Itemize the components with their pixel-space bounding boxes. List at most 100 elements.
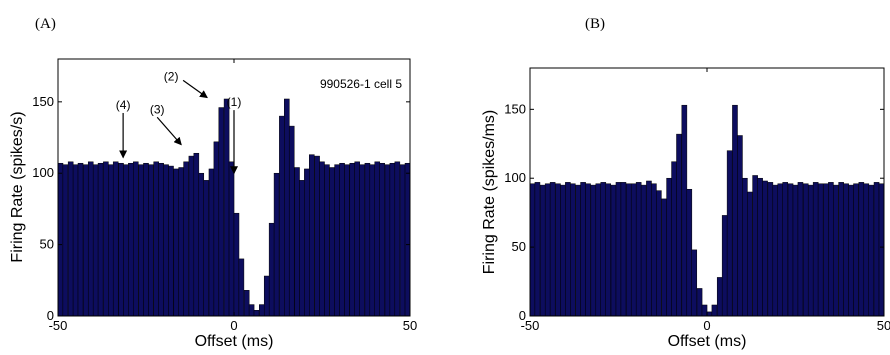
bar-b — [555, 183, 561, 317]
bar-a — [284, 98, 290, 317]
bar-b — [585, 183, 591, 317]
bar-a — [389, 162, 396, 317]
bar-a — [349, 162, 356, 317]
bar-a — [299, 180, 305, 317]
bar-b — [539, 184, 546, 317]
bar-a — [268, 222, 275, 317]
x-tick-label-b: -50 — [521, 318, 540, 333]
bar-a — [57, 162, 64, 317]
bar-b — [620, 182, 627, 317]
bar-b — [656, 190, 662, 317]
bar-b — [640, 184, 647, 317]
y-tick-label-a: 100 — [32, 165, 54, 180]
x-tick-label-a: 0 — [230, 318, 237, 333]
markers-a: (1) (2) (3) (4) — [116, 69, 241, 175]
bar-b — [823, 183, 829, 317]
bar-b — [757, 177, 763, 317]
bar-a — [148, 164, 154, 317]
bar-b — [828, 182, 834, 317]
x-tick-label-a: -50 — [49, 318, 68, 333]
bar-b — [747, 191, 753, 317]
marker-label: (3) — [150, 102, 165, 116]
bars-b — [529, 104, 885, 317]
bar-a — [238, 258, 245, 317]
y-tick-label-a: 50 — [40, 237, 54, 252]
y-tick-label-b: 100 — [504, 170, 526, 185]
bar-a — [178, 167, 184, 317]
y-axis-label-a: Firing Rate (spikes/s) — [9, 111, 26, 262]
bar-b — [737, 135, 743, 317]
bar-a — [279, 115, 285, 317]
bar-a — [158, 162, 164, 317]
bar-b — [868, 184, 875, 317]
bar-a — [143, 162, 149, 317]
bar-a — [83, 164, 89, 317]
bar-a — [344, 164, 350, 317]
bar-a — [228, 161, 235, 317]
bar-a — [379, 162, 385, 317]
bar-b — [600, 182, 607, 317]
bar-a — [123, 164, 129, 317]
bar-b — [767, 182, 774, 317]
bar-b — [625, 183, 632, 317]
bar-a — [213, 141, 220, 317]
bar-b — [651, 183, 657, 317]
bar-a — [253, 310, 260, 317]
cell-annotation: 990526-1 cell 5 — [320, 77, 402, 91]
bar-b — [560, 184, 566, 317]
bar-a — [67, 161, 74, 317]
bar-a — [72, 164, 79, 317]
bar-a — [112, 161, 119, 317]
bar-a — [263, 275, 270, 317]
bar-b — [726, 150, 733, 317]
bar-b — [701, 304, 708, 317]
bar-a — [314, 155, 320, 317]
panel-label-b: (B) — [585, 16, 605, 32]
bar-a — [168, 165, 174, 317]
bar-b — [671, 161, 677, 317]
bar-b — [742, 177, 748, 317]
bar-b — [807, 184, 814, 317]
bar-b — [590, 184, 597, 317]
bar-a — [77, 162, 84, 317]
bar-a — [198, 172, 205, 317]
bar-a — [108, 164, 114, 317]
bar-a — [183, 161, 189, 317]
bar-b — [762, 180, 768, 317]
bar-a — [394, 161, 401, 317]
bar-a — [354, 161, 360, 317]
bar-b — [661, 198, 667, 317]
x-axis-label-a: Offset (ms) — [195, 333, 274, 350]
bar-a — [288, 125, 295, 317]
bar-b — [802, 183, 809, 317]
bar-b — [549, 182, 556, 317]
bar-a — [259, 304, 265, 317]
bar-b — [706, 311, 713, 317]
bar-a — [243, 290, 250, 317]
bar-b — [732, 104, 738, 317]
bar-a — [128, 162, 134, 317]
bar-b — [666, 177, 672, 317]
bar-b — [580, 182, 586, 317]
bar-b — [863, 183, 870, 317]
x-tick-label-b: 0 — [703, 318, 710, 333]
bar-b — [838, 182, 844, 317]
bar-a — [404, 162, 411, 317]
bar-a — [153, 161, 159, 317]
bar-a — [97, 162, 104, 317]
bar-a — [304, 168, 310, 317]
bar-b — [646, 180, 652, 317]
bar-a — [369, 164, 376, 317]
x-tick-label-a: 50 — [403, 318, 417, 333]
bar-a — [384, 164, 391, 317]
bar-a — [87, 161, 94, 317]
bar-a — [118, 162, 124, 317]
bar-b — [534, 182, 541, 317]
bar-b — [787, 183, 794, 317]
bar-b — [721, 215, 728, 317]
